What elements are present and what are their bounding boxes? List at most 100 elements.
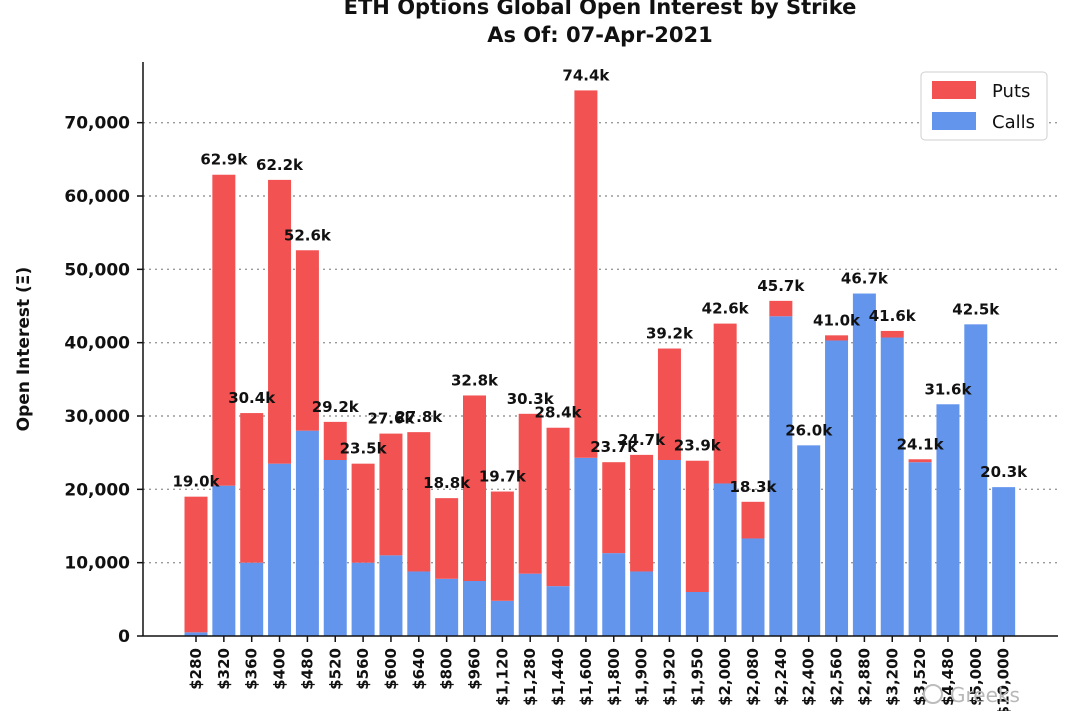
bar-calls <box>546 586 570 636</box>
bar-calls <box>852 293 876 636</box>
bar-calls <box>797 445 821 636</box>
bar-puts <box>574 90 598 458</box>
x-tick-label: $1,950 <box>688 648 706 706</box>
x-tick-label: $280 <box>187 648 205 690</box>
data-label: 42.5k <box>952 300 1000 318</box>
data-label: 19.7k <box>479 468 527 486</box>
bar-calls <box>518 573 542 636</box>
data-label: 20.3k <box>980 463 1028 481</box>
bar-puts <box>685 460 709 593</box>
bar-calls <box>323 460 347 636</box>
watermark-text: Greeks <box>950 683 1020 707</box>
data-label: 42.6k <box>702 300 750 318</box>
x-tick-label: $2,080 <box>744 648 762 706</box>
bar-puts <box>769 300 793 317</box>
data-label: 23.9k <box>674 437 722 455</box>
bar-calls <box>407 571 431 636</box>
bar-calls <box>630 571 654 636</box>
chart-title: ETH Options Global Open Interest by Stri… <box>344 0 857 19</box>
data-label: 41.0k <box>813 311 861 329</box>
data-label: 39.2k <box>646 325 694 343</box>
x-tick-label: $4,480 <box>939 648 957 706</box>
bar-calls <box>602 553 626 636</box>
bar-calls <box>240 562 264 636</box>
x-tick-label: $1,900 <box>633 648 651 706</box>
y-tick-label: 10,000 <box>64 554 130 574</box>
legend-label-puts: Puts <box>992 81 1030 102</box>
x-tick-label: $320 <box>215 648 233 690</box>
bar-puts <box>463 395 486 582</box>
bar-puts <box>323 421 347 461</box>
bar-puts <box>240 413 264 563</box>
bar-puts <box>184 496 208 633</box>
data-label: 62.9k <box>200 151 248 169</box>
grid-lines <box>143 121 1058 564</box>
y-tick-label: 50,000 <box>64 260 130 280</box>
watermark-logo-icon <box>923 684 943 704</box>
data-label: 30.4k <box>228 389 276 407</box>
bar-puts <box>880 330 904 338</box>
data-label: 18.3k <box>730 478 778 496</box>
bar-puts <box>268 179 292 464</box>
data-label: 46.7k <box>841 270 889 288</box>
bar-puts <box>657 348 681 461</box>
data-label: 23.5k <box>340 440 388 458</box>
data-label: 28.4k <box>535 404 583 422</box>
x-tick-label: $2,880 <box>855 648 873 706</box>
bar-puts <box>546 427 570 587</box>
bar-calls <box>351 562 375 636</box>
x-tick-label: $1,800 <box>605 648 623 706</box>
data-label: 19.0k <box>173 473 221 491</box>
y-tick-label: 40,000 <box>64 334 130 354</box>
x-tick-label: $1,600 <box>577 648 595 706</box>
data-label: 23.7k <box>590 438 638 456</box>
data-label: 45.7k <box>757 277 805 295</box>
data-label: 29.2k <box>312 398 360 416</box>
bar-puts <box>713 323 737 484</box>
data-label: 24.7k <box>618 431 666 449</box>
x-tick-label: $2,400 <box>800 648 818 706</box>
x-tick-label: $600 <box>382 648 400 690</box>
x-tick-label: $1,280 <box>521 648 539 706</box>
data-label: 27.8k <box>395 408 443 426</box>
bar-calls <box>268 463 292 636</box>
data-label: 32.8k <box>451 371 499 389</box>
bar-calls <box>880 337 904 636</box>
bar-puts <box>351 463 375 563</box>
bar-calls <box>295 430 319 636</box>
bar-calls <box>964 324 988 636</box>
bar-calls <box>657 460 681 636</box>
bar-calls <box>574 457 598 636</box>
bar-calls <box>741 538 765 636</box>
x-tick-label: $960 <box>466 648 484 690</box>
x-tick-label: $800 <box>438 648 456 690</box>
data-label: 41.6k <box>869 307 917 325</box>
bar-puts <box>630 454 654 572</box>
bar-puts <box>490 491 514 601</box>
data-label: 62.2k <box>256 156 304 174</box>
data-label: 74.4k <box>562 66 610 84</box>
bar-calls <box>825 340 849 636</box>
legend-swatch-puts <box>932 81 976 99</box>
bar-puts <box>518 413 542 574</box>
x-tick-label: $3,520 <box>911 648 929 706</box>
bars <box>184 90 1016 636</box>
bar-calls <box>379 555 403 636</box>
x-tick-label: $5,000 <box>967 648 985 706</box>
bar-calls <box>490 600 514 636</box>
bar-puts <box>602 462 626 554</box>
y-axis-label: Open Interest (Ξ) <box>14 267 34 432</box>
y-tick-label: 60,000 <box>64 187 130 207</box>
x-tick-label: $1,120 <box>493 648 511 706</box>
bar-calls <box>212 485 236 636</box>
x-tick-label: $10,000 <box>995 648 1013 711</box>
data-label: 26.0k <box>785 421 833 439</box>
bar-calls <box>769 316 793 636</box>
bar-calls <box>992 487 1016 636</box>
y-tick-label: 20,000 <box>64 480 130 500</box>
bar-calls <box>713 483 737 636</box>
bar-puts <box>212 174 236 486</box>
data-label: 52.6k <box>284 226 332 244</box>
x-tick-label: $2,240 <box>772 648 790 706</box>
